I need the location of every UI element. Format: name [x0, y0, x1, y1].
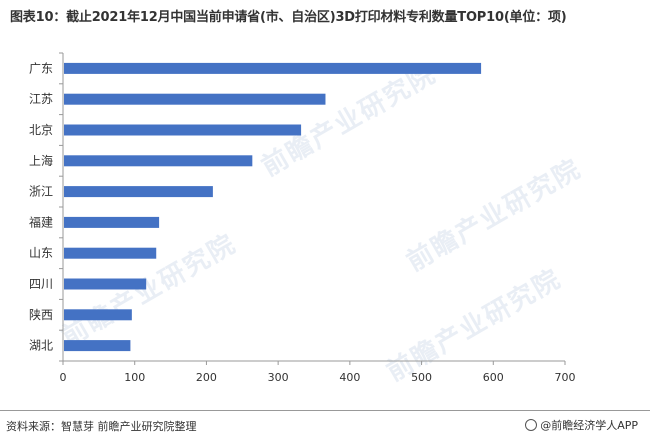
- bar: [64, 155, 253, 167]
- category-label: 江苏: [29, 92, 53, 106]
- bar-chart: 0 100 200 300 400 500 600 700 广东江苏北京上海浙江福建山东四川陕西…: [29, 52, 576, 384]
- category-label: 四川: [29, 277, 53, 291]
- x-tick-label: 600: [483, 371, 504, 384]
- category-label: 广东: [29, 61, 53, 75]
- brand-logo-icon: [525, 419, 538, 431]
- bar: [64, 278, 147, 290]
- x-tick-label: 500: [411, 371, 432, 384]
- x-tick-label: 200: [196, 371, 217, 384]
- category-label: 山东: [29, 246, 53, 260]
- brand-credit: @前瞻经济学人APP: [525, 417, 638, 433]
- bar: [64, 247, 157, 259]
- x-tick-label: 0: [60, 371, 67, 384]
- category-label: 福建: [29, 214, 53, 229]
- x-tick-label: 300: [268, 371, 289, 384]
- bar: [64, 340, 131, 352]
- category-label: 北京: [29, 123, 53, 137]
- category-label: 湖北: [29, 338, 53, 353]
- bar: [64, 216, 160, 228]
- category-label: 上海: [29, 153, 53, 168]
- x-tick-label: 100: [124, 371, 145, 384]
- x-tick-label: 400: [339, 371, 360, 384]
- bar: [64, 93, 326, 105]
- bar: [64, 186, 213, 198]
- bar: [64, 62, 482, 74]
- source-note: 资料来源：智慧芽 前瞻产业研究院整理: [6, 420, 197, 433]
- chart-title: 图表10：截止2021年12月中国当前申请省(市、自治区)3D打印材料专利数量T…: [10, 10, 567, 25]
- category-label: 浙江: [29, 185, 53, 199]
- footer-divider: [0, 410, 650, 411]
- brand-label: @前瞻经济学人APP: [540, 419, 638, 432]
- bar: [64, 124, 302, 136]
- category-label: 陕西: [29, 307, 53, 322]
- x-tick-label: 700: [555, 371, 576, 384]
- bar: [64, 309, 132, 321]
